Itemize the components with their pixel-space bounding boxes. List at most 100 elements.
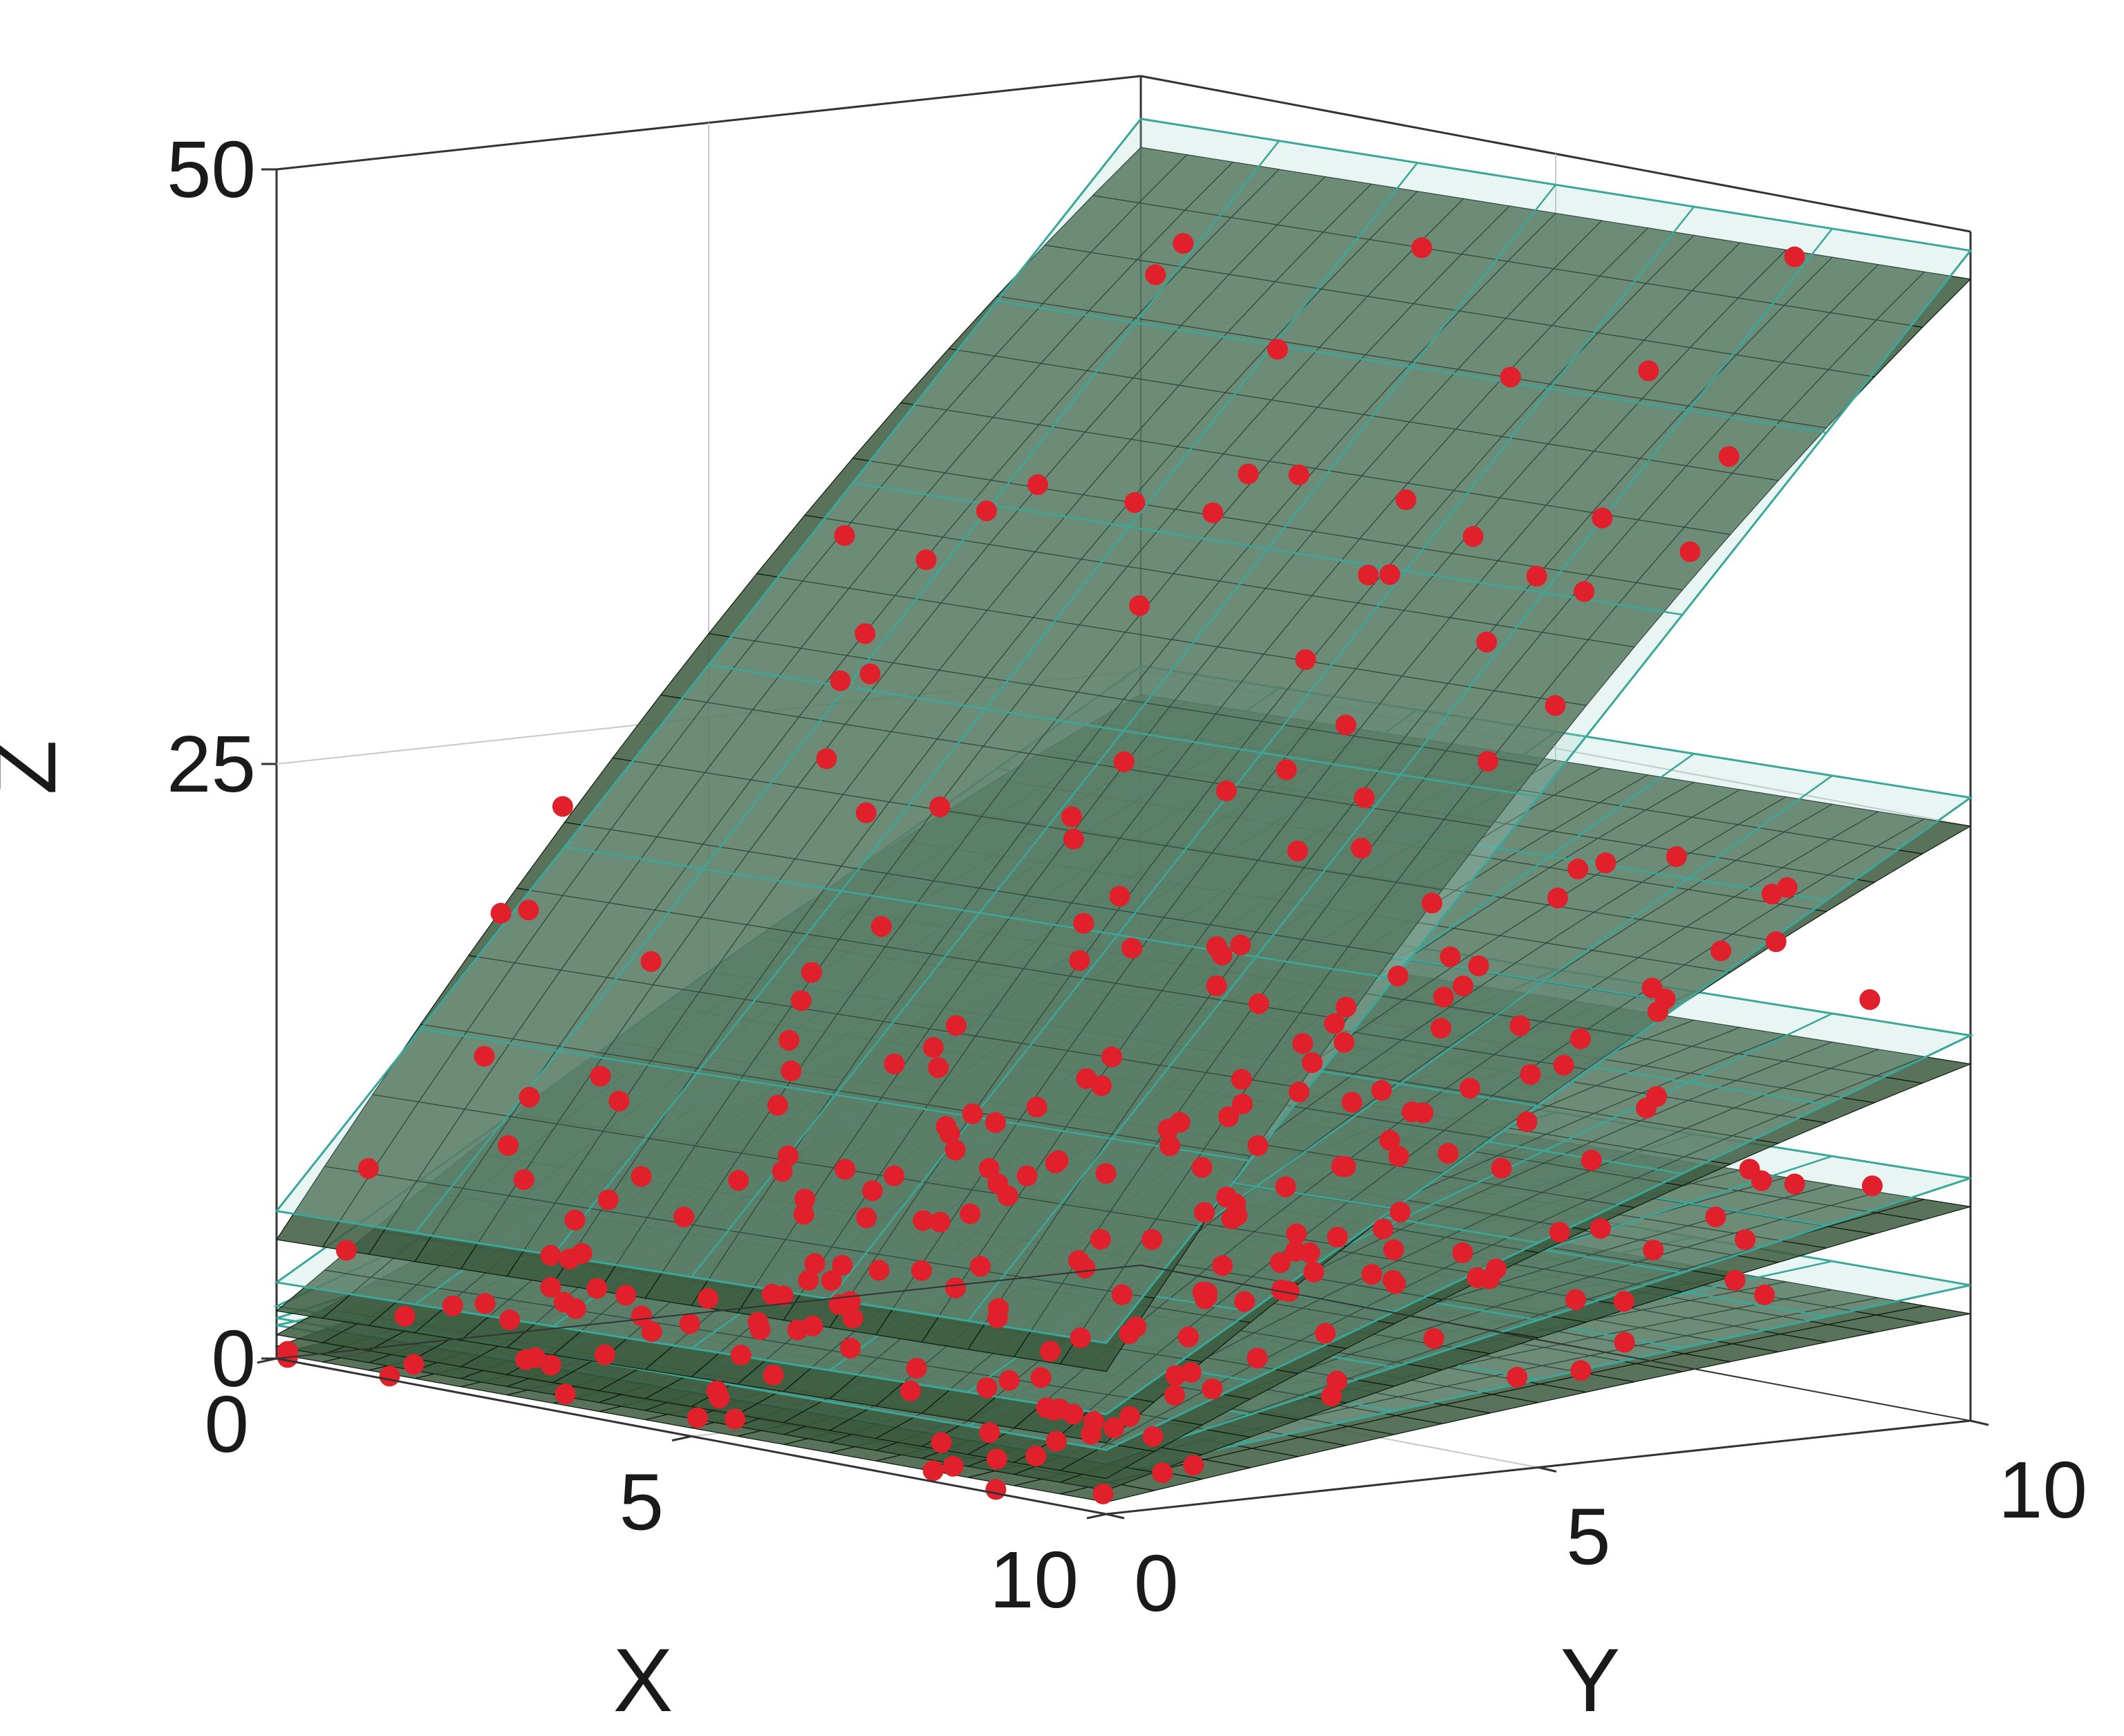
data-point — [499, 1309, 521, 1331]
data-point — [884, 1053, 905, 1074]
front-box-layer — [257, 168, 1989, 1520]
data-point — [884, 1165, 905, 1186]
data-point — [985, 1479, 1007, 1500]
data-point — [1165, 1365, 1186, 1386]
data-point — [394, 1305, 416, 1327]
data-point — [1212, 1255, 1233, 1276]
data-point — [915, 549, 937, 570]
data-point — [944, 1139, 966, 1161]
data-point — [1238, 463, 1259, 485]
data-point — [1157, 1119, 1179, 1140]
data-point — [1231, 1093, 1253, 1114]
data-point — [840, 1337, 861, 1359]
data-point — [1326, 1370, 1348, 1392]
data-point — [997, 1185, 1018, 1206]
data-point — [1433, 987, 1454, 1008]
data-point — [594, 1344, 615, 1365]
z-tick-label: 50 — [167, 124, 256, 214]
data-point — [790, 990, 812, 1011]
data-point — [1121, 937, 1142, 959]
data-point — [978, 1158, 1000, 1179]
data-point — [1047, 1150, 1069, 1171]
x-tick-mark — [257, 1357, 277, 1364]
data-point — [1323, 1013, 1345, 1034]
data-point — [1076, 1067, 1097, 1089]
data-point — [518, 899, 539, 921]
data-point — [1390, 1202, 1411, 1223]
data-point — [793, 1204, 814, 1225]
data-point — [1043, 1399, 1065, 1421]
data-point — [1202, 1379, 1223, 1400]
data-point — [1379, 1130, 1400, 1151]
data-point — [1129, 595, 1150, 617]
data-point — [1413, 1102, 1434, 1123]
data-point — [1142, 1426, 1164, 1447]
data-point — [1113, 751, 1135, 772]
data-point — [564, 1209, 586, 1231]
data-point — [1385, 1273, 1406, 1294]
data-point — [929, 1211, 951, 1233]
data-point — [855, 802, 877, 823]
data-point — [540, 1244, 561, 1266]
data-point — [1092, 1483, 1114, 1504]
data-point — [1225, 1193, 1247, 1215]
data-point — [687, 1407, 708, 1428]
data-point — [986, 1448, 1007, 1470]
data-point — [1388, 965, 1409, 987]
data-point — [1194, 1202, 1215, 1223]
data-point — [942, 1455, 964, 1477]
data-point — [1206, 975, 1227, 996]
data-point — [1247, 1135, 1269, 1157]
data-point — [856, 1207, 877, 1229]
data-point — [779, 1029, 800, 1051]
data-point — [1452, 976, 1473, 997]
data-point — [590, 1065, 611, 1087]
data-point — [1111, 1284, 1133, 1305]
data-point — [1063, 828, 1084, 850]
data-point — [868, 1260, 890, 1281]
data-point — [335, 1240, 357, 1261]
data-point — [1468, 955, 1489, 976]
data-point — [1388, 1146, 1409, 1167]
data-point — [1679, 541, 1701, 563]
data-point — [1183, 1455, 1204, 1476]
data-point — [1466, 1267, 1488, 1289]
data-point — [1081, 1424, 1102, 1445]
data-point — [1765, 931, 1787, 953]
data-point — [1335, 714, 1357, 736]
data-point — [1383, 1239, 1404, 1260]
data-point — [976, 501, 997, 522]
data-point — [1177, 1326, 1199, 1347]
data-point — [870, 916, 892, 937]
data-point — [640, 951, 662, 972]
y-tick-mark — [1538, 1466, 1557, 1473]
data-point — [1641, 978, 1663, 999]
data-point — [931, 1432, 952, 1453]
data-point — [772, 1161, 793, 1182]
data-point — [1462, 526, 1484, 548]
data-point — [1705, 1206, 1726, 1228]
data-point — [1145, 264, 1166, 286]
data-point — [1335, 1156, 1357, 1177]
data-point — [777, 1145, 799, 1166]
data-point — [631, 1305, 652, 1327]
data-point — [1301, 1052, 1323, 1073]
data-point — [1090, 1229, 1111, 1250]
data-point — [1095, 1163, 1117, 1184]
data-point — [1784, 1173, 1805, 1195]
data-point — [781, 1060, 802, 1081]
floor-back-left-edge — [276, 1264, 1142, 1359]
data-point — [911, 1260, 932, 1281]
data-point — [1173, 233, 1194, 254]
data-point — [730, 1344, 752, 1365]
data-point — [987, 1307, 1008, 1329]
data-point — [1477, 751, 1498, 772]
data-point — [1549, 1222, 1570, 1243]
data-point — [357, 1158, 379, 1179]
data-point — [1666, 846, 1687, 868]
data-point — [1267, 339, 1288, 360]
data-point — [804, 1253, 826, 1274]
data-point — [1590, 1217, 1611, 1239]
data-point — [1574, 581, 1595, 602]
z-tick-label: 0 — [211, 1314, 256, 1403]
